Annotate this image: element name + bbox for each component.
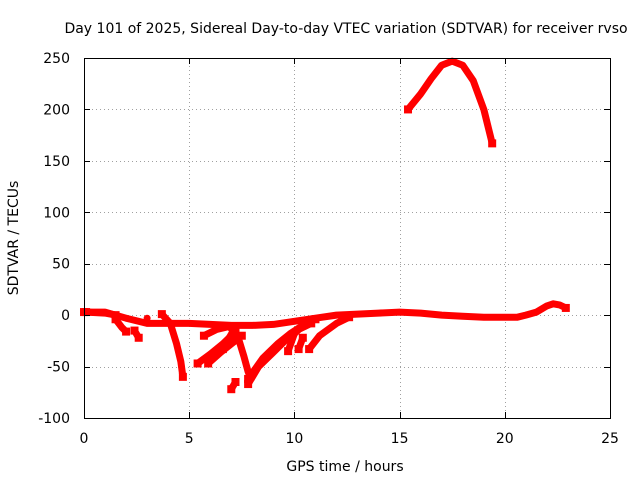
trace-arc-o bbox=[305, 313, 353, 353]
y-tick-label: 250 bbox=[43, 51, 70, 67]
x-tick-label: 15 bbox=[391, 431, 409, 447]
trace-endpoint bbox=[157, 310, 166, 319]
trace-endpoint bbox=[244, 380, 253, 389]
trace-endpoint bbox=[237, 331, 246, 340]
y-tick-label: 0 bbox=[61, 308, 70, 324]
y-tick-label: 100 bbox=[43, 205, 70, 221]
trace-arc-k bbox=[244, 319, 315, 388]
y-tick-label: 150 bbox=[43, 154, 70, 170]
trace-arc-j bbox=[200, 323, 254, 381]
trace-endpoint bbox=[122, 327, 131, 336]
x-axis-label: GPS time / hours bbox=[286, 459, 403, 475]
trace-arc-m bbox=[284, 315, 319, 355]
trace-endpoint bbox=[178, 372, 187, 381]
trace-endpoint bbox=[134, 333, 143, 342]
trace-endpoint bbox=[345, 313, 354, 322]
axis-ticks: 0 5 10 15 20 25 -100 -50 0 50 100 150 200 250 bbox=[38, 51, 619, 447]
trace-endpoint bbox=[305, 345, 314, 354]
data-layer bbox=[80, 57, 570, 394]
trace-endpoint bbox=[488, 139, 497, 148]
y-axis-label: SDTVAR / TECUs bbox=[6, 181, 22, 296]
y-tick-label: 200 bbox=[43, 102, 70, 118]
trace-endpoint bbox=[294, 345, 303, 354]
y-tick-label: -100 bbox=[38, 411, 70, 427]
x-tick-label: 25 bbox=[601, 431, 619, 447]
trace-endpoint bbox=[404, 105, 413, 114]
x-tick-label: 20 bbox=[496, 431, 514, 447]
trace-baseline bbox=[80, 300, 570, 329]
x-tick-label: 10 bbox=[285, 431, 303, 447]
trace-endpoint bbox=[82, 308, 91, 317]
trace-endpoint bbox=[298, 333, 307, 342]
trace-endpoint bbox=[231, 378, 240, 386]
trace-endpoint bbox=[111, 315, 120, 324]
trace-endpoint bbox=[227, 385, 236, 394]
trace-arc-e bbox=[158, 310, 187, 381]
grid bbox=[84, 58, 610, 418]
trace-endpoint bbox=[218, 345, 227, 354]
y-tick-label: -50 bbox=[47, 360, 70, 376]
plot-frame bbox=[84, 58, 611, 419]
trace-high-arc bbox=[404, 57, 496, 147]
trace-endpoint bbox=[311, 315, 320, 324]
trace-endpoint bbox=[244, 374, 253, 383]
chart-title: Day 101 of 2025, Sidereal Day-to-day VTE… bbox=[64, 21, 627, 37]
trace-endpoint bbox=[204, 359, 213, 368]
trace-endpoint bbox=[193, 359, 202, 368]
trace-endpoint bbox=[284, 347, 293, 356]
trace-endpoint bbox=[199, 331, 208, 340]
x-tick-label: 0 bbox=[80, 431, 89, 447]
trace-arc-a bbox=[82, 308, 120, 319]
trace-endpoint bbox=[561, 303, 570, 312]
x-tick-label: 5 bbox=[185, 431, 194, 447]
trace-point bbox=[143, 314, 151, 322]
trace-endpoint bbox=[130, 326, 139, 335]
trace-endpoint bbox=[111, 311, 120, 320]
y-tick-label: 50 bbox=[52, 257, 70, 273]
